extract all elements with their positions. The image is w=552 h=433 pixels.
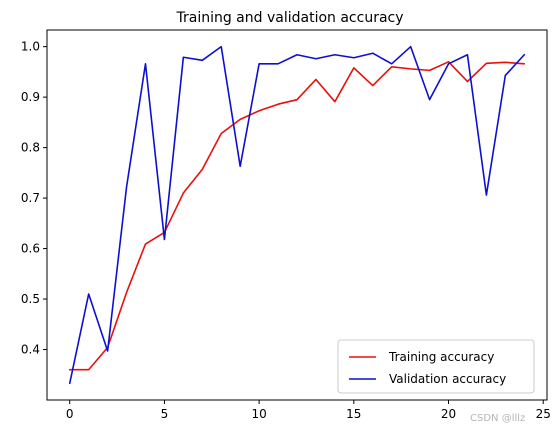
x-tick-label: 10 xyxy=(251,407,266,421)
x-tick-label: 5 xyxy=(161,407,169,421)
y-axis-ticks: 0.4 0.5 0.6 0.7 0.8 0.9 1.0 xyxy=(21,40,47,357)
y-tick-label: 0.8 xyxy=(21,141,40,155)
y-tick-label: 0.5 xyxy=(21,292,40,306)
y-tick-label: 0.7 xyxy=(21,191,40,205)
x-tick-label: 0 xyxy=(66,407,74,421)
x-tick-label: 15 xyxy=(346,407,361,421)
x-tick-label: 20 xyxy=(441,407,456,421)
y-tick-label: 0.6 xyxy=(21,242,40,256)
legend-box xyxy=(337,339,535,394)
chart-title: Training and validation accuracy xyxy=(175,10,403,26)
validation-accuracy-line xyxy=(68,45,526,385)
x-axis-ticks: 0 5 10 15 20 25 xyxy=(66,400,551,421)
legend-label-validation-accuracy: Validation accuracy xyxy=(389,372,506,386)
y-tick-label: 0.4 xyxy=(21,343,40,357)
training-accuracy-line xyxy=(68,61,526,371)
watermark: CSDN @lllz xyxy=(470,413,525,424)
x-tick-label: 25 xyxy=(536,407,551,421)
series-layer xyxy=(68,45,526,385)
legend: Training accuracy Validation accuracy xyxy=(337,339,535,394)
plot-area-frame xyxy=(46,29,548,401)
y-tick-label: 0.9 xyxy=(21,90,40,104)
y-tick-label: 1.0 xyxy=(21,40,40,54)
legend-label-training-accuracy: Training accuracy xyxy=(388,350,494,364)
